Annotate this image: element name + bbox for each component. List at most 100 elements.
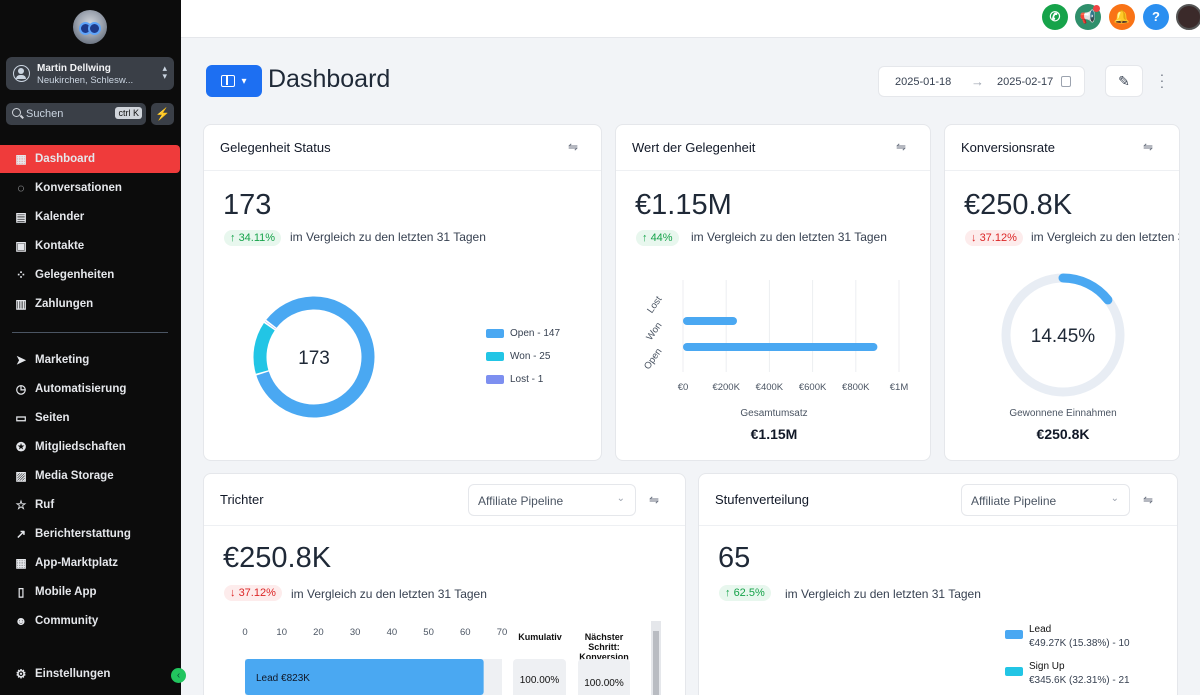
- sidebar-item-label: Kalender: [35, 211, 85, 223]
- sidebar-item-marketing[interactable]: ➤ Marketing: [0, 346, 181, 374]
- opportunities-icon: ⁘: [15, 268, 27, 282]
- collapse-sidebar-icon[interactable]: ‹: [171, 668, 186, 683]
- more-options-icon[interactable]: · · ·: [1159, 66, 1165, 94]
- pages-icon: ▭: [15, 411, 27, 425]
- legend-detail: €345.6K (32.31%) - 21: [1029, 675, 1130, 686]
- filter-icon[interactable]: ⇋: [1143, 140, 1154, 154]
- search-shortcut-badge: ctrl K: [115, 107, 142, 119]
- funnel-card: Trichter Affiliate Pipeline ⌄ ⇋ €250.8K ↓…: [203, 473, 686, 695]
- filter-icon[interactable]: ⇋: [649, 493, 660, 507]
- sidebar-item-label: Einstellungen: [35, 668, 111, 680]
- legend-label: Open - 147: [510, 328, 561, 339]
- change-badge: ↑ 44%: [636, 230, 679, 246]
- quick-action-bolt-icon[interactable]: ⚡: [151, 103, 174, 125]
- value-bar-chart: €0 €200K €400K €600K €800K €1M Lost Won Open: [642, 280, 908, 393]
- opportunity-status-card: Gelegenheit Status ⇋ 173 ↑ 34.11% im Ver…: [203, 124, 602, 461]
- legend-swatch: [486, 329, 504, 338]
- bar-won: [683, 317, 737, 325]
- pipeline-select[interactable]: Affiliate Pipeline ⌄: [961, 484, 1130, 516]
- sidebar-item-label: Seiten: [35, 412, 70, 424]
- notification-dot: [1093, 5, 1100, 12]
- calendar-icon: [1061, 76, 1071, 87]
- x-tick-label: 10: [276, 627, 287, 638]
- edit-dashboard-button[interactable]: ✎: [1105, 65, 1143, 97]
- search-icon: [12, 108, 21, 117]
- search-placeholder: Suchen: [26, 108, 64, 120]
- sidebar-item-automatisierung[interactable]: ◷ Automatisierung: [0, 375, 181, 403]
- sidebar-item-mitgliedschaften[interactable]: ✪ Mitgliedschaften: [0, 433, 181, 461]
- donut-center-value: 173: [298, 348, 330, 369]
- date-range-picker[interactable]: 2025-01-18 → 2025-02-17: [878, 66, 1085, 97]
- filter-icon[interactable]: ⇋: [896, 140, 907, 154]
- change-badge: ↓ 37.12%: [224, 585, 282, 601]
- sidebar-item-mobile-app[interactable]: ▯ Mobile App: [0, 578, 181, 606]
- legend-label: Won - 25: [510, 351, 551, 362]
- sidebar-item-zahlungen[interactable]: ▥ Zahlungen: [0, 290, 181, 318]
- next-step-header: Nächster Schritt: Konversion: [579, 632, 629, 662]
- sidebar-item-label: Automatisierung: [35, 383, 127, 395]
- change-value: 34.11%: [238, 232, 276, 244]
- chevron-down-icon: ▾: [241, 75, 247, 87]
- kpi-value: €250.8K: [223, 542, 332, 574]
- bar-open: [683, 343, 878, 351]
- dashboard-switcher-button[interactable]: ▾: [206, 65, 262, 97]
- bell-icon[interactable]: 🔔: [1109, 4, 1135, 30]
- legend-won: Won - 25: [486, 351, 550, 362]
- media-icon: ▨: [15, 469, 27, 483]
- trend-icon: ↗: [15, 527, 27, 541]
- cumulative-header: Kumulativ: [518, 632, 562, 642]
- account-switcher[interactable]: Martin Dellwing Neukirchen, Schlesw... ▴…: [6, 57, 174, 90]
- kpi-value: €250.8K: [964, 189, 1073, 221]
- megaphone-icon[interactable]: 📢: [1075, 4, 1101, 30]
- profile-avatar[interactable]: [1176, 4, 1200, 30]
- y-tick-label: Open: [642, 346, 664, 371]
- sidebar-item-konversationen[interactable]: ◌ Konversationen: [0, 174, 181, 202]
- community-icon: ☻: [14, 614, 28, 628]
- x-axis-label: Gesamtumsatz: [740, 408, 808, 419]
- sidebar-item-app-marktplatz[interactable]: ▦ App-Marktplatz: [0, 549, 181, 577]
- pipeline-select[interactable]: Affiliate Pipeline ⌄: [468, 484, 636, 516]
- cumulative-cell: 100.00%: [513, 659, 566, 695]
- sidebar-item-dashboard[interactable]: ▦ Dashboard: [0, 145, 180, 173]
- compare-text: im Vergleich zu den letzten 31 Tagen: [1031, 230, 1179, 244]
- star-icon: ☆: [15, 498, 27, 512]
- filter-icon[interactable]: ⇋: [568, 140, 579, 154]
- dashboard-icon: ▦: [15, 152, 27, 166]
- y-tick-label: Won: [644, 320, 664, 342]
- gear-icon: ⚙: [15, 667, 27, 681]
- robot-logo-icon[interactable]: [73, 10, 107, 44]
- x-tick-label: 20: [313, 627, 324, 638]
- opportunity-value-card: Wert der Gelegenheit ⇋ €1.15M ↑ 44% im V…: [615, 124, 931, 461]
- conversion-gauge: 14.45%: [1001, 273, 1125, 397]
- sidebar-item-kalender[interactable]: ▤ Kalender: [0, 203, 181, 231]
- sidebar-item-label: Konversationen: [35, 182, 122, 194]
- legend-lost: Lost - 1: [486, 374, 543, 385]
- sidebar-item-media-storage[interactable]: ▨ Media Storage: [0, 462, 181, 490]
- pencil-icon: ✎: [1118, 73, 1130, 89]
- search-input[interactable]: Suchen ctrl K: [6, 103, 146, 125]
- change-value: 37.12%: [979, 232, 1017, 244]
- scrollbar-thumb[interactable]: [653, 631, 659, 695]
- conversion-rate-card: Konversionsrate ⇋ €250.8K ↓ 37.12% im Ve…: [944, 124, 1180, 461]
- x-tick-label: €600K: [799, 382, 827, 393]
- sidebar-item-einstellungen[interactable]: ⚙ Einstellungen: [0, 660, 181, 688]
- sidebar-item-gelegenheiten[interactable]: ⁘ Gelegenheiten: [0, 261, 181, 289]
- phone-icon[interactable]: ✆: [1042, 4, 1068, 30]
- sidebar-item-berichterstattung[interactable]: ↗ Berichterstattung: [0, 520, 181, 548]
- card-header: Wert der Gelegenheit ⇋: [616, 125, 930, 171]
- sidebar-item-ruf[interactable]: ☆ Ruf: [0, 491, 181, 519]
- scrollbar-track[interactable]: [651, 621, 661, 695]
- sidebar-item-kontakte[interactable]: ▣ Kontakte: [0, 232, 181, 260]
- filter-icon[interactable]: ⇋: [1143, 493, 1154, 507]
- pipeline-value: Affiliate Pipeline: [971, 494, 1057, 508]
- compare-text: im Vergleich zu den letzten 31 Tagen: [691, 230, 887, 244]
- gauge-value: 14.45%: [1031, 326, 1096, 347]
- help-icon[interactable]: ?: [1143, 4, 1169, 30]
- sidebar-item-label: Berichterstattung: [35, 528, 131, 540]
- chevron-down-icon: ⌄: [616, 493, 625, 504]
- sidebar-item-seiten[interactable]: ▭ Seiten: [0, 404, 181, 432]
- sidebar-item-community[interactable]: ☻ Community: [0, 607, 181, 635]
- card-header: Trichter Affiliate Pipeline ⌄ ⇋: [204, 474, 685, 526]
- change-badge: ↓ 37.12%: [965, 230, 1023, 246]
- memberships-icon: ✪: [15, 440, 27, 454]
